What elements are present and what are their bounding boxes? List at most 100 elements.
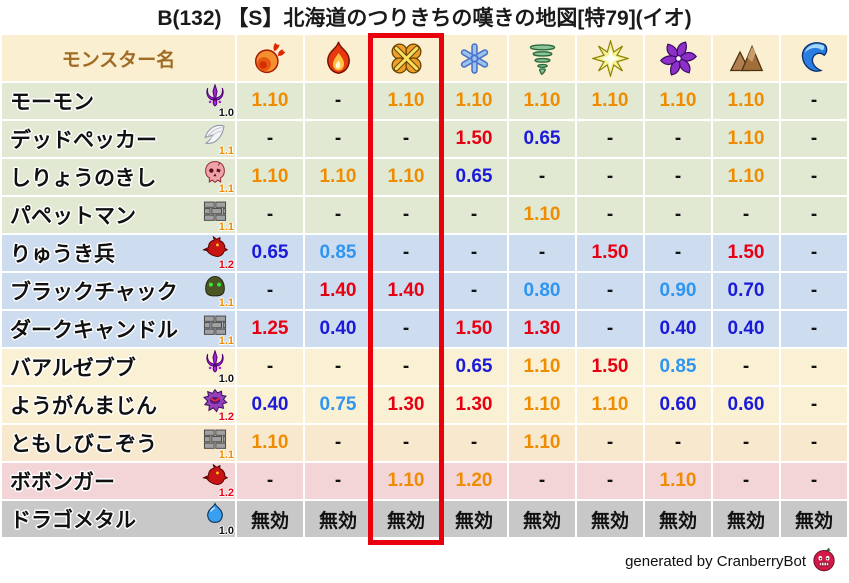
resistance-cell: - [781, 425, 847, 461]
resistance-cell: - [781, 273, 847, 309]
resistance-cell: - [509, 159, 575, 195]
resistance-cell: 0.85 [305, 235, 371, 271]
resistance-cell: 0.70 [713, 273, 779, 309]
resistance-cell: 1.10 [509, 349, 575, 385]
resistance-cell: - [305, 83, 371, 119]
resistance-cell: 1.10 [509, 83, 575, 119]
resistance-cell: 0.65 [237, 235, 303, 271]
monster-name-cell: ようがんまじん 1.2 [2, 387, 235, 423]
resistance-cell: - [373, 349, 439, 385]
resistance-cell: 0.85 [645, 349, 711, 385]
resistance-cell: 1.10 [373, 159, 439, 195]
resistance-cell: 0.75 [305, 387, 371, 423]
resistance-cell: - [237, 463, 303, 499]
table-row: ようがんまじん 1.2 0.40 0.75 1.30 1.30 1.10 1.10 0.60 0.… [2, 387, 847, 423]
resistance-cell: - [305, 463, 371, 499]
resistance-cell: - [305, 349, 371, 385]
resistance-cell: 1.10 [509, 425, 575, 461]
family-multiplier: 1.1 [218, 449, 234, 461]
monster-name: ダークキャンドル [10, 319, 178, 342]
resistance-cell: - [577, 311, 643, 347]
snowflake-icon [456, 42, 493, 74]
resistance-cell: - [713, 197, 779, 233]
monster-name-cell: ボボンガー 1.2 [2, 463, 235, 499]
resistance-cell: 1.10 [373, 83, 439, 119]
resistance-cell: - [305, 197, 371, 233]
resistance-cell: - [577, 273, 643, 309]
resistance-cell: - [237, 273, 303, 309]
monster-name: バアルゼブブ [10, 357, 136, 380]
resistance-cell: 0.90 [645, 273, 711, 309]
resistance-cell: - [441, 235, 507, 271]
resistance-cell: 1.10 [237, 83, 303, 119]
resistance-cell: 1.10 [305, 159, 371, 195]
table-row: ブラックチャック 1.1-1.40 1.40-0.80-0.90 0.70- [2, 273, 847, 309]
resistance-cell: - [237, 121, 303, 157]
family-multiplier: 1.0 [218, 525, 234, 537]
resistance-cell: - [373, 121, 439, 157]
resistance-cell: 0.80 [509, 273, 575, 309]
resistance-cell: 0.65 [509, 121, 575, 157]
table-row: パペットマン 1.1- - - -1.10- - - - [2, 197, 847, 233]
resistance-table: モンスター名 モーモン 1.0 1.10-1.10 1.10 1.10 1.10 1.10 1… [0, 33, 849, 539]
resistance-cell: 0.40 [645, 311, 711, 347]
resistance-cell: 1.50 [713, 235, 779, 271]
resistance-cell: 1.10 [577, 387, 643, 423]
monster-name-cell: バアルゼブブ 1.0 [2, 349, 235, 385]
resistance-cell: 1.30 [509, 311, 575, 347]
resistance-cell: - [441, 425, 507, 461]
resistance-cell: - [237, 349, 303, 385]
resistance-cell: 1.50 [577, 349, 643, 385]
monster-name: パペットマン [10, 205, 136, 228]
flame-icon [320, 41, 357, 74]
resistance-cell: 1.50 [441, 121, 507, 157]
table-row: しりょうのきし 1.1 1.10 1.10 1.10 0.65- - -1.10- [2, 159, 847, 195]
table-row: ボボンガー 1.2- -1.10 1.20- -1.10- - [2, 463, 847, 499]
resistance-cell: - [577, 121, 643, 157]
tornado-icon [524, 43, 561, 75]
monster-name-cell: ブラックチャック 1.1 [2, 273, 235, 309]
family-multiplier: 1.0 [218, 107, 234, 119]
monster-name-cell: ダークキャンドル 1.1 [2, 311, 235, 347]
resistance-cell: - [509, 235, 575, 271]
resistance-cell: 1.10 [713, 83, 779, 119]
resistance-cell: 0.65 [441, 159, 507, 195]
resistance-cell: 1.10 [713, 159, 779, 195]
spark-icon [591, 39, 629, 77]
mountain-icon [728, 44, 765, 71]
resistance-cell: 0.40 [713, 311, 779, 347]
explosion-icon [388, 43, 425, 73]
resistance-cell: - [577, 463, 643, 499]
table-row: バアルゼブブ 1.0- - -0.65 1.10 1.50 0.85- - [2, 349, 847, 385]
monster-name-cell: デッドペッカー 1.1 [2, 121, 235, 157]
table-row: ダークキャンドル 1.1 1.25 0.40-1.50 1.30-0.40 0.40- [2, 311, 847, 347]
monster-name: しりょうのきし [10, 167, 157, 190]
resistance-cell: 1.10 [237, 425, 303, 461]
element-header [237, 35, 303, 81]
table-row: ドラゴメタル 1.0 無効 無効 無効 無効 無効 無効 無効 無効 無効 [2, 501, 847, 537]
resistance-cell: - [781, 159, 847, 195]
resistance-cell: 1.10 [509, 387, 575, 423]
resistance-cell: 1.25 [237, 311, 303, 347]
resistance-cell: - [305, 425, 371, 461]
page-title: B(132) 【S】北海道のつりきちの嘆きの地図[特79](イオ) [157, 6, 692, 30]
resistance-cell: - [781, 235, 847, 271]
resistance-cell: 0.65 [441, 349, 507, 385]
resistance-cell: - [713, 463, 779, 499]
resistance-cell: 無効 [237, 501, 303, 537]
family-multiplier: 1.2 [218, 487, 234, 499]
resistance-cell: 1.30 [373, 387, 439, 423]
resistance-cell: 1.10 [713, 121, 779, 157]
resistance-cell: 1.40 [373, 273, 439, 309]
resistance-cell: - [577, 197, 643, 233]
resistance-cell: 1.50 [577, 235, 643, 271]
monster-name: ようがんまじん [10, 395, 157, 418]
resistance-cell: - [645, 425, 711, 461]
resistance-cell: 無効 [713, 501, 779, 537]
table-row: ともしびこぞう 1.1 1.10- - -1.10- - - - [2, 425, 847, 461]
resistance-cell: - [373, 311, 439, 347]
monster-name: ともしびこぞう [10, 433, 157, 456]
element-header [645, 35, 711, 81]
resistance-cell: - [781, 197, 847, 233]
